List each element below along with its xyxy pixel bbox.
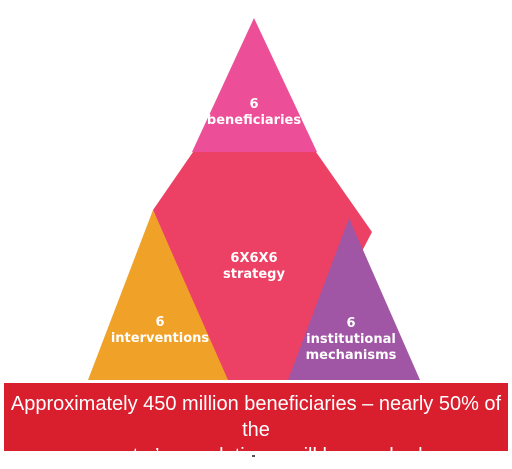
institutional-mechanisms-label: 6 institutional mechanisms <box>299 316 403 364</box>
interventions-text: interventions <box>110 331 210 346</box>
banner-line-1: Approximately 450 million beneficiaries … <box>10 393 502 441</box>
banner-line-2: country’s population – will be reached <box>89 445 423 467</box>
institutional-count: 6 <box>346 316 356 331</box>
strategy-title: 6X6X6 <box>230 251 278 266</box>
mechanisms-text: mechanisms <box>305 348 397 363</box>
interventions-count: 6 <box>155 315 165 330</box>
pyramid-diagram <box>88 18 420 380</box>
strategy-text: strategy <box>223 267 285 282</box>
beneficiaries-label: 6 beneficiaries <box>204 97 304 129</box>
institutional-text: institutional <box>306 332 396 347</box>
beneficiaries-count: 6 <box>249 97 259 112</box>
beneficiaries-text: beneficiaries <box>206 113 302 128</box>
strategy-label: 6X6X6 strategy <box>204 251 304 283</box>
bottom-mark <box>252 455 255 457</box>
summary-banner: Approximately 450 million beneficiaries … <box>4 383 508 467</box>
interventions-label: 6 interventions <box>108 315 212 347</box>
institutional-mechanisms-triangle <box>288 218 420 380</box>
interventions-triangle <box>88 210 228 380</box>
beneficiaries-triangle <box>192 18 317 152</box>
